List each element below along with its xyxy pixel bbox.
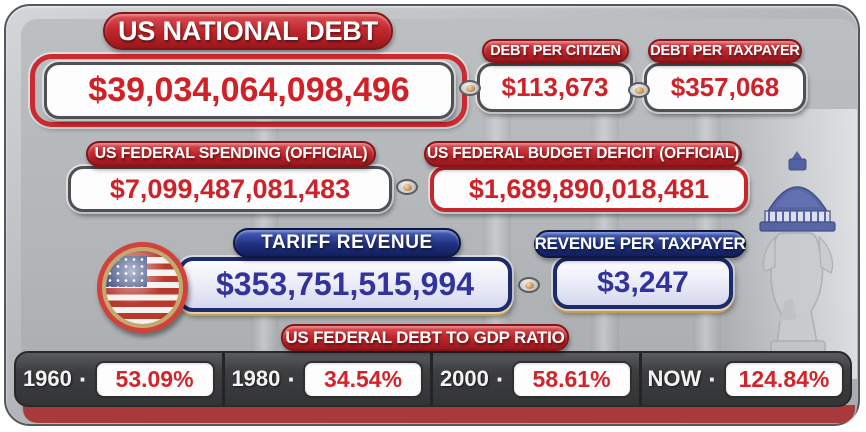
federal-spending-label: US FEDERAL SPENDING (OFFICIAL): [94, 145, 368, 162]
budget-deficit-value: $1,689,890,018,481: [430, 166, 748, 212]
budget-deficit-title: US FEDERAL BUDGET DEFICIT (OFFICIAL): [424, 141, 742, 167]
national-debt-value: $39,034,064,098,496: [44, 62, 454, 119]
tariff-revenue-title: TARIFF REVENUE: [233, 228, 461, 258]
gdp-cell-2000: 2000 · 58.61%: [433, 353, 642, 405]
revenue-per-taxpayer-title: REVENUE PER TAXPAYER: [534, 230, 746, 258]
capitol-dome-statue-icon: [759, 151, 836, 354]
gdp-cell-now: NOW · 124.84%: [642, 353, 851, 405]
gdp-cell-1980: 1980 · 34.54%: [225, 353, 433, 405]
debt-per-citizen-title: DEBT PER CITIZEN: [482, 39, 629, 63]
debt-per-taxpayer-title: DEBT PER TAXPAYER: [648, 39, 802, 63]
budget-deficit-amount: $1,689,890,018,481: [468, 173, 710, 204]
gdp-year-label: 1980: [231, 366, 281, 391]
link-rivet-icon: [396, 179, 418, 195]
debt-to-gdp-label: US FEDERAL DEBT TO GDP RATIO: [285, 327, 565, 347]
flag-gloss-highlight: [106, 251, 179, 324]
gdp-ratio-value: 124.84%: [723, 360, 844, 398]
link-rivet-icon: [628, 82, 650, 98]
gdp-cell-1960: 1960 · 53.09%: [16, 353, 225, 405]
debt-to-gdp-bar: 1960 · 53.09% 1980 · 34.54% 2000 · 58.61…: [14, 351, 852, 407]
gdp-year-label: 2000: [439, 366, 489, 391]
debt-per-citizen-label: DEBT PER CITIZEN: [490, 43, 621, 59]
gdp-ratio-value: 53.09%: [94, 360, 215, 398]
national-debt-title: US NATIONAL DEBT: [103, 12, 393, 50]
statue-figure-icon: [762, 232, 834, 354]
debt-per-citizen-amount: $113,673: [501, 72, 609, 102]
debt-per-citizen-value: $113,673: [477, 63, 633, 112]
debt-to-gdp-title: US FEDERAL DEBT TO GDP RATIO: [281, 324, 569, 351]
revenue-per-taxpayer-amount: $3,247: [597, 266, 689, 299]
federal-spending-amount: $7,099,487,081,483: [109, 173, 351, 204]
us-flag-icon: [106, 251, 179, 324]
debt-per-taxpayer-value: $357,068: [644, 63, 806, 112]
capitol-dome-icon: [759, 151, 836, 232]
bottom-red-strip: [23, 405, 855, 423]
budget-deficit-label: US FEDERAL BUDGET DEFICIT (OFFICIAL): [427, 145, 739, 162]
national-debt-title-label: US NATIONAL DEBT: [118, 15, 378, 46]
debt-per-taxpayer-amount: $357,068: [670, 72, 780, 102]
federal-spending-value: $7,099,487,081,483: [68, 166, 392, 212]
gdp-year-label: NOW: [647, 366, 702, 391]
gdp-ratio-value: 58.61%: [511, 360, 632, 398]
national-debt-amount: $39,034,064,098,496: [88, 71, 410, 109]
gdp-year-label: 1960: [22, 366, 72, 391]
tariff-revenue-amount: $353,751,515,994: [215, 266, 475, 302]
revenue-per-taxpayer-label: REVENUE PER TAXPAYER: [534, 234, 746, 253]
gdp-ratio-value: 34.54%: [303, 360, 424, 398]
link-rivet-icon: [459, 80, 481, 96]
us-flag-medallion: [97, 242, 188, 333]
revenue-per-taxpayer-value: $3,247: [553, 257, 733, 309]
federal-spending-title: US FEDERAL SPENDING (OFFICIAL): [86, 141, 376, 167]
debt-per-taxpayer-label: DEBT PER TAXPAYER: [650, 43, 800, 59]
flag-gold-ring: [102, 247, 183, 328]
tariff-revenue-value: $353,751,515,994: [178, 257, 512, 312]
link-rivet-icon: [518, 277, 540, 293]
tariff-revenue-label: TARIFF REVENUE: [261, 232, 433, 253]
